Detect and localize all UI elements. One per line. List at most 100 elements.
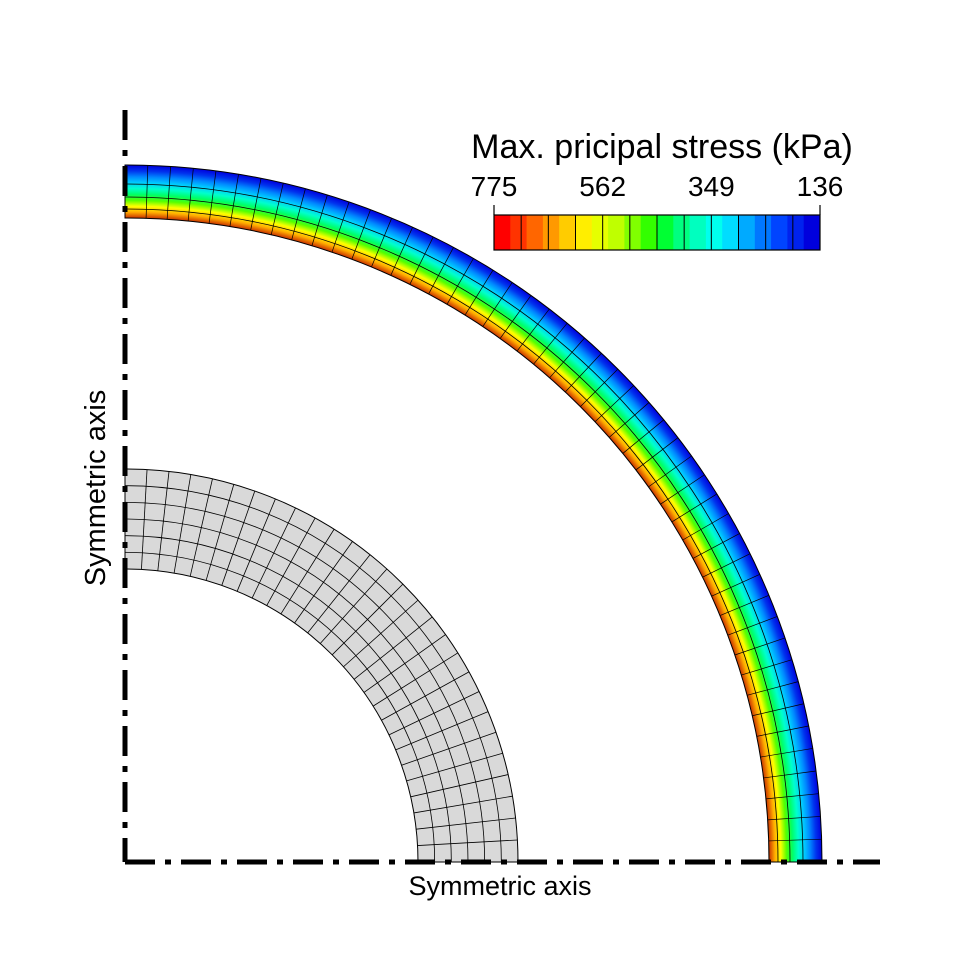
inner-mesh-line	[319, 568, 388, 644]
inner-mesh-line	[205, 484, 235, 581]
inner-mesh-line	[343, 599, 419, 668]
ring-mesh-line	[564, 353, 602, 393]
ring-mesh-line	[464, 269, 494, 316]
ring-mesh-line	[768, 838, 822, 842]
stress-ring-band	[124, 164, 823, 863]
ring-mesh-line	[351, 209, 371, 260]
legend-swatch	[787, 215, 805, 250]
ring-mesh-line	[622, 419, 665, 454]
ring-mesh-line	[741, 659, 793, 676]
ring-mesh-line	[482, 282, 513, 327]
inner-mesh-line	[413, 795, 513, 814]
legend-swatch	[510, 215, 527, 250]
ring-mesh-line	[648, 455, 692, 488]
inner-mesh-line	[416, 817, 516, 830]
ring-mesh-line	[734, 637, 786, 656]
ring-mesh-line	[390, 226, 413, 276]
ring-mesh-line	[702, 553, 751, 578]
color-legend: Max. pricipal stress (kPa) 775 562 349 136	[471, 128, 853, 251]
vertical-axis-label: Symmetric axis	[80, 390, 112, 587]
inner-mesh-line	[388, 691, 480, 736]
legend-frame	[493, 214, 821, 251]
inner-mesh-line	[401, 731, 497, 766]
legend-swatch	[689, 215, 707, 250]
inner-mesh	[124, 468, 519, 863]
inner-mesh-line	[363, 634, 446, 693]
ring-mesh-line	[692, 533, 740, 559]
ring-mesh-line	[331, 201, 350, 253]
ring-mesh-line	[250, 178, 262, 231]
inner-mesh-line	[395, 711, 489, 751]
ring-mesh-line	[752, 703, 804, 717]
ring-mesh-line	[166, 166, 171, 220]
ring-mesh-line	[428, 247, 454, 295]
outer-stress-ring	[124, 164, 823, 863]
ring-mesh-line	[660, 474, 705, 505]
inner-mesh-line	[406, 752, 503, 782]
legend-swatch	[494, 215, 511, 250]
legend-tick-label: 136	[797, 171, 844, 202]
ring-mesh-line	[291, 188, 306, 241]
ring-mesh-line	[229, 174, 239, 227]
legend-swatch	[526, 215, 544, 250]
inner-mesh-line	[417, 839, 518, 846]
ring-mesh-line	[371, 217, 393, 268]
inner-mesh-line	[157, 471, 170, 571]
ring-mesh-line	[719, 594, 770, 616]
ring-mesh-line	[187, 168, 194, 222]
legend-swatch	[754, 215, 772, 250]
inner-mesh-line	[372, 652, 458, 707]
ring-mesh-line	[516, 308, 550, 352]
inner-mesh-line	[236, 498, 276, 592]
ring-mesh-line	[765, 793, 819, 800]
legend-swatch	[771, 215, 788, 250]
ring-mesh-line	[711, 574, 761, 597]
ring-mesh-line	[763, 770, 817, 779]
ring-mesh-line	[608, 402, 650, 438]
inner-mesh-line	[266, 517, 316, 606]
legend-swatch	[803, 215, 821, 250]
legend-tick-label: 562	[579, 171, 626, 202]
inner-mesh-body	[124, 468, 519, 863]
legend-tick-label: 349	[688, 171, 735, 202]
legend-swatch	[705, 215, 723, 250]
ring-mesh-line	[767, 816, 821, 821]
ring-mesh-line	[635, 437, 679, 471]
inner-mesh-line	[173, 474, 192, 574]
inner-mesh-line	[189, 478, 213, 577]
inner-mesh-line	[353, 616, 433, 680]
inner-mesh-line	[251, 507, 296, 599]
ring-mesh-line	[549, 337, 585, 379]
legend-swatch	[673, 215, 690, 250]
ring-mesh-line	[446, 258, 474, 305]
ring-mesh-line	[145, 165, 149, 219]
inner-mesh-line	[381, 671, 470, 721]
legend-swatch	[624, 215, 642, 250]
inner-mesh-line	[294, 541, 353, 624]
inner-mesh-line	[280, 529, 335, 615]
legend-swatch	[575, 215, 593, 250]
ring-mesh-line	[409, 236, 434, 285]
ring-mesh-line	[756, 725, 809, 737]
legend-swatch	[591, 215, 609, 250]
legend-swatch	[559, 215, 576, 250]
inner-mesh-line	[410, 774, 509, 798]
ring-mesh-line	[727, 616, 778, 636]
ring-mesh-line	[311, 194, 328, 246]
ring-mesh-line	[499, 295, 532, 339]
legend-tick-label: 775	[471, 171, 518, 202]
legend-swatch	[657, 215, 674, 250]
ring-mesh-line	[682, 513, 729, 541]
legend-title: Max. pricipal stress (kPa)	[471, 128, 853, 166]
ring-mesh-line	[746, 681, 799, 696]
ring-mesh-line	[270, 183, 284, 235]
legend-swatch	[608, 215, 625, 250]
legend-swatch	[722, 215, 739, 250]
ring-mesh-line	[208, 170, 217, 224]
inner-mesh-line	[221, 490, 256, 586]
legend-swatch	[640, 215, 658, 250]
inner-mesh-line	[307, 554, 371, 634]
ring-mesh-line	[580, 368, 619, 407]
inner-mesh-line	[331, 583, 404, 656]
